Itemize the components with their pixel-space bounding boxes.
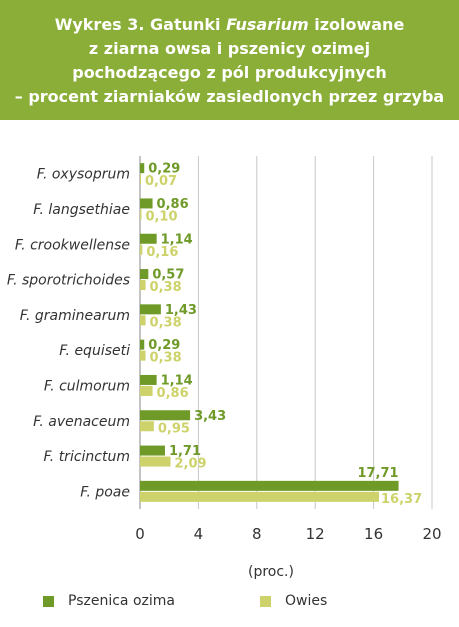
bar-owies: [140, 491, 380, 502]
x-tick-label: 20: [422, 525, 441, 543]
data-label-owies: 0,38: [150, 280, 182, 295]
bar-pszenica: [140, 339, 145, 350]
category-label: F. culmorum: [44, 378, 130, 394]
chart-header: Wykres 3. Gatunki Fusarium izolowane z z…: [0, 0, 459, 120]
data-label-pszenica: 1,43: [165, 303, 197, 318]
category-label: F. poae: [80, 484, 130, 500]
x-tick-label: 16: [364, 525, 383, 543]
data-label-owies: 0,16: [146, 245, 178, 260]
legend-swatch-pszenica: [43, 595, 54, 607]
bar-pszenica: [140, 198, 153, 209]
data-label-owies: 0,07: [145, 174, 177, 189]
category-label: F. graminearum: [20, 308, 130, 324]
bar-pszenica: [140, 163, 145, 174]
bar-owies: [140, 315, 146, 326]
category-label: F. tricinctum: [44, 449, 130, 465]
x-tick-label: 4: [194, 525, 204, 543]
data-label-pszenica: 0,86: [157, 197, 189, 212]
legend-item-owies: Owies: [260, 593, 327, 609]
data-label-owies: 0,38: [150, 351, 182, 366]
data-label-owies: 0,10: [145, 209, 177, 224]
chart-legend: Pszenica ozima Owies: [0, 593, 459, 615]
data-label-pszenica: 1,71: [169, 444, 201, 459]
data-label-owies: 16,37: [381, 492, 422, 507]
bar-owies: [140, 209, 142, 220]
x-tick-label: 12: [306, 525, 325, 543]
bar-pszenica: [140, 445, 165, 456]
bar-owies: [140, 350, 146, 361]
data-label-pszenica: 0,57: [152, 268, 184, 283]
bar-pszenica: [140, 304, 161, 315]
chart-title-line1: Wykres 3. Gatunki Fusarium izolowane: [55, 13, 405, 37]
bar-pszenica: [140, 480, 399, 491]
bar-owies: [140, 174, 142, 185]
category-label: F. avenaceum: [33, 414, 130, 430]
x-axis-label: (proc.): [248, 564, 294, 580]
bar-pszenica: [140, 374, 157, 385]
bar-owies: [140, 280, 146, 291]
legend-label-owies: Owies: [285, 593, 328, 609]
data-label-pszenica: 17,71: [357, 466, 398, 481]
chart-title-line2: z ziarna owsa i pszenicy ozimej: [88, 39, 371, 58]
bar-pszenica: [140, 233, 157, 244]
title-prefix: Wykres 3. Gatunki: [54, 15, 227, 34]
category-label: F. sporotrichoides: [7, 273, 130, 289]
x-tick-label: 0: [135, 525, 145, 543]
category-label: F. langsethiae: [33, 202, 130, 218]
category-label: F. equiseti: [59, 343, 130, 359]
data-label-pszenica: 0,29: [148, 338, 180, 353]
bar-chart: 0 4 8 12 16 20(proc.)F. oxysoprum 0,290,07F. l…: [7, 156, 442, 580]
x-tick-label: 8: [252, 525, 262, 543]
title-italic: Fusarium: [226, 15, 309, 34]
chart-title-line4: – procent ziarniaków zasiedlonych przez …: [14, 87, 445, 106]
bar-owies: [140, 385, 153, 396]
legend-item-pszenica: Pszenica ozima: [43, 593, 175, 609]
bar-owies: [140, 244, 143, 255]
data-label-owies: 0,95: [158, 421, 190, 436]
data-label-owies: 0,86: [157, 386, 189, 401]
title-suffix: izolowane: [308, 15, 405, 34]
data-label-pszenica: 3,43: [194, 409, 226, 424]
data-label-owies: 2,09: [175, 457, 207, 472]
legend-swatch-owies: [260, 595, 271, 607]
bar-owies: [140, 456, 171, 467]
data-label-pszenica: 0,29: [148, 162, 180, 177]
data-label-pszenica: 1,14: [161, 232, 193, 247]
category-label: F. crookwellense: [15, 237, 130, 253]
data-label-pszenica: 1,14: [161, 373, 193, 388]
bar-pszenica: [140, 410, 191, 421]
bar-pszenica: [140, 269, 149, 280]
legend-label-pszenica: Pszenica ozima: [68, 593, 175, 609]
category-label: F. oxysoprum: [37, 167, 130, 183]
chart-title-line3: pochodzącego z pól produkcyjnych: [72, 63, 387, 82]
bar-owies: [140, 421, 154, 432]
data-label-owies: 0,38: [150, 315, 182, 330]
